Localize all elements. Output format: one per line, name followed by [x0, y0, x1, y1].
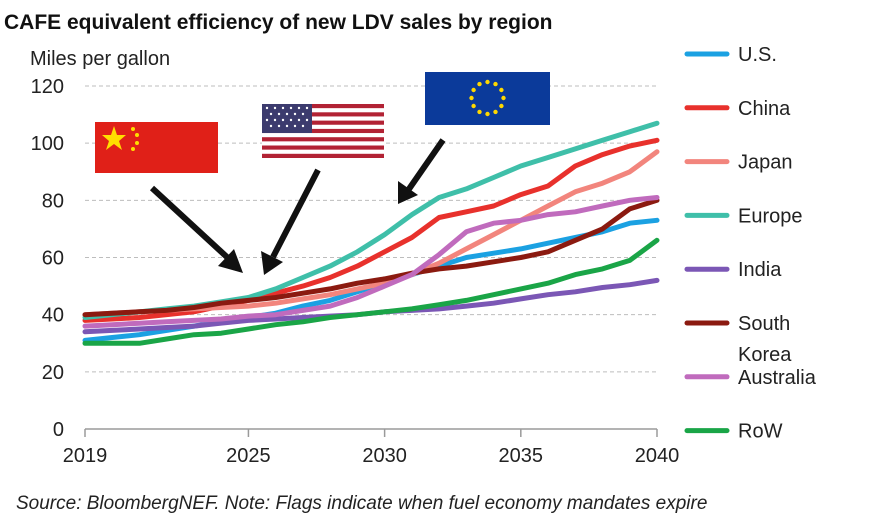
y-tick-label: 0: [53, 419, 64, 441]
legend-label: RoW: [738, 421, 783, 443]
y-tick-label: 20: [42, 362, 64, 384]
y-tick-label: 100: [31, 133, 64, 155]
y-tick-labels: 0 20 40 60 80 100 120: [31, 76, 64, 441]
us-flag: [262, 104, 384, 158]
series-line-row: [82, 237, 660, 346]
us-arrow: [270, 168, 321, 259]
flag-arrows: [149, 138, 446, 275]
y-tick-label: 60: [42, 248, 64, 270]
legend-label: India: [738, 259, 782, 281]
us-flag-canton: [262, 104, 312, 133]
legend-label: Australia: [738, 367, 817, 389]
x-tick-label: 2019: [63, 445, 108, 467]
series-lines: [82, 120, 660, 346]
source-note: Source: BloombergNEF. Note: Flags indica…: [16, 493, 707, 514]
y-tick-label: 80: [42, 190, 64, 212]
y-tick-label: 40: [42, 305, 64, 327]
chart-title: CAFE equivalent efficiency of new LDV sa…: [4, 11, 552, 34]
series-line-south-korea: [82, 197, 660, 318]
legend-label: Japan: [738, 152, 793, 174]
legend-label: U.S.: [738, 44, 777, 66]
x-axis: [84, 428, 658, 437]
eu-flag: [425, 72, 550, 125]
eu-flag-stars: [469, 79, 506, 117]
x-tick-labels: 2019 2025 2030 2035 2040: [63, 445, 680, 467]
legend-label: Korea: [738, 344, 792, 366]
legend-label: South: [738, 313, 790, 335]
legend: U.S. China Japan Europe India South KoreaAustr…: [684, 44, 817, 443]
y-axis-label: Miles per gallon: [30, 48, 170, 70]
series-line-australia: [82, 195, 660, 329]
x-tick-label: 2035: [499, 445, 544, 467]
x-tick-label: 2030: [362, 445, 407, 467]
x-tick-label: 2025: [226, 445, 271, 467]
series-line-china: [82, 137, 660, 323]
legend-label: Europe: [738, 205, 803, 227]
y-tick-label: 120: [31, 76, 64, 98]
europe-arrow: [406, 138, 446, 191]
x-tick-label: 2040: [635, 445, 680, 467]
china-flag-big-star: [102, 126, 126, 150]
china-arrow: [149, 185, 231, 261]
legend-label: China: [738, 98, 791, 120]
china-flag: [95, 122, 218, 173]
